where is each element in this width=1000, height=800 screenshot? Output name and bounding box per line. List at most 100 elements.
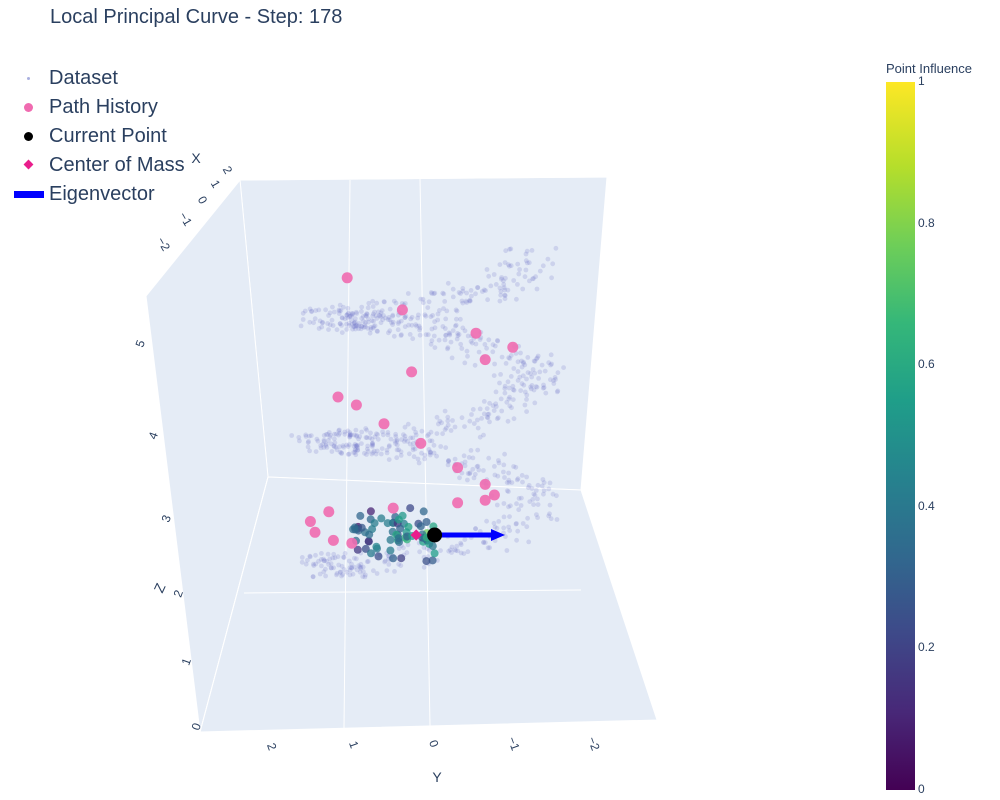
dataset-point [498,289,504,294]
dataset-point [535,355,540,361]
dataset-point [332,440,338,446]
dataset-point [527,278,532,284]
influence-point [422,518,431,526]
dataset-point [336,307,342,313]
influence-point [374,552,383,561]
dataset-point [469,412,474,417]
influence-point [383,519,392,528]
legend-item-eigenvector[interactable]: Eigenvector [10,180,185,209]
dataset-point [347,432,353,438]
dataset-point [498,372,503,377]
dataset-point [425,332,431,338]
dataset-point [354,311,360,316]
dataset-point [351,432,357,438]
dataset-point [477,337,483,342]
dataset-point [326,313,331,318]
dataset-point [450,286,456,292]
dataset-point [324,441,329,447]
legend-symbol-circle [10,122,46,151]
dataset-point [345,311,351,317]
dataset-point [547,511,552,517]
dataset-point [327,556,333,562]
legend-item-dataset[interactable]: Dataset [10,64,185,93]
dataset-point [394,447,400,453]
legend-item-center-of-mass[interactable]: Center of Mass [10,151,185,180]
influence-point [386,535,395,544]
legend-item-path-history[interactable]: Path History [10,93,185,122]
colorbar-tick-label: 0.6 [918,357,935,372]
dataset-point [450,328,456,333]
dataset-point [393,441,398,446]
dataset-point [520,286,526,292]
dataset-point [374,316,380,321]
dataset-point [522,362,528,368]
dataset-point [323,566,328,572]
dataset-point [329,449,335,454]
dataset-point [457,475,462,481]
dataset-point [347,430,353,435]
dataset-point [346,310,352,316]
dataset-point [491,520,497,526]
dataset-point [504,399,510,405]
dataset-point [513,521,519,527]
dataset-point [346,323,352,328]
dataset-point [535,353,541,359]
dataset-point [346,442,352,448]
dataset-point [393,431,398,437]
dataset-point [314,436,320,442]
dataset-point [350,312,355,318]
dataset-point [532,400,538,406]
dataset-point [349,432,354,438]
dataset-point [357,569,363,575]
dataset-point [299,559,305,565]
dataset-point [357,564,363,570]
dataset-point [398,333,404,338]
dataset-point [321,558,327,564]
dataset-point [506,504,511,510]
dataset-point [534,356,539,362]
dataset-point [379,446,385,451]
dataset-point [506,524,511,530]
dataset-point [462,463,468,469]
dataset-point [406,451,412,457]
dataset-point [521,382,527,388]
dataset-point [393,434,399,439]
dataset-point [462,537,468,542]
dataset-point [356,323,361,329]
dataset-point [352,555,357,561]
dataset-point [548,362,553,368]
dataset-point [353,452,359,458]
dataset-point [370,442,375,448]
dataset-point [485,545,491,551]
dataset-point [354,443,359,449]
legend-item-current-point[interactable]: Current Point [10,122,185,151]
dataset-point [337,569,343,575]
dataset-point [515,476,521,482]
dataset-point [461,453,467,459]
dataset-point [371,448,377,454]
dataset-point [446,330,452,336]
dataset-point [313,308,319,313]
dataset-point [366,319,371,325]
dataset-point [553,245,559,251]
dataset-point [347,314,352,320]
dataset-point [448,428,454,433]
z-tick-label: 2 [171,588,187,599]
dataset-point [475,425,481,431]
dataset-point [399,332,404,338]
dataset-point [467,298,472,304]
dataset-point [501,285,507,291]
dataset-point [473,291,478,297]
dataset-point [429,291,435,296]
dataset-point [440,324,446,329]
dataset-point [516,271,522,277]
dataset-point [289,433,295,438]
dataset-point [452,547,458,553]
dataset-point [491,373,497,378]
dataset-point [501,469,506,475]
dataset-point [347,432,353,438]
dataset-point [355,442,360,448]
y-tick-label: 2 [264,741,280,752]
dataset-point [413,322,419,327]
